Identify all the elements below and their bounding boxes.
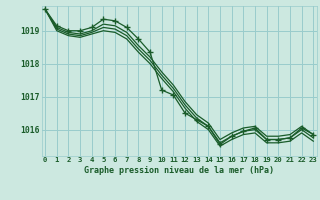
X-axis label: Graphe pression niveau de la mer (hPa): Graphe pression niveau de la mer (hPa): [84, 166, 274, 175]
